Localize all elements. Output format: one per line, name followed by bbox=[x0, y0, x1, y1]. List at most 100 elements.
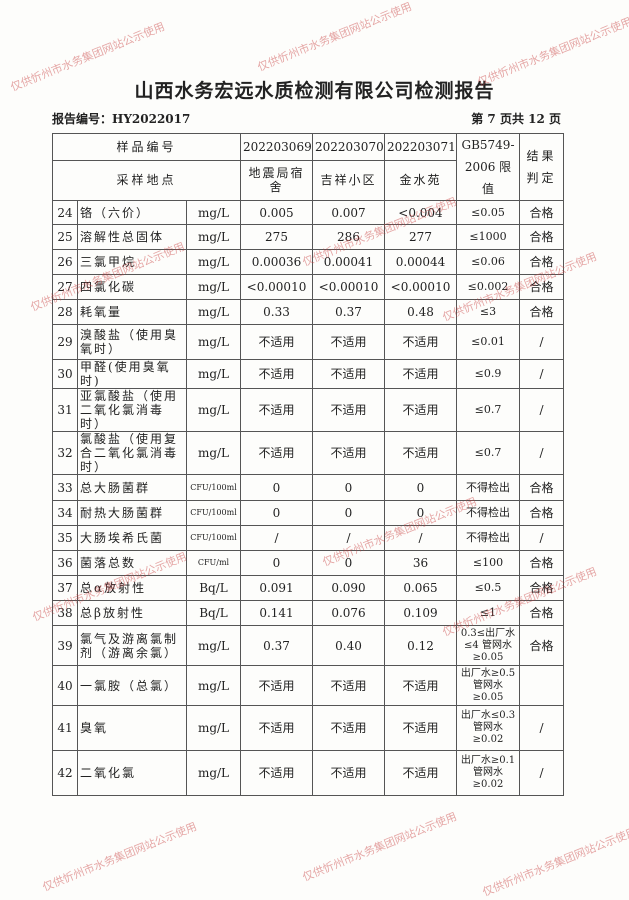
value-sample-3: 36 bbox=[384, 550, 457, 576]
value-sample-2: 0.37 bbox=[312, 299, 385, 325]
result-judgement: 合格 bbox=[519, 600, 564, 626]
table-row: 41 臭氧 mg/L 不适用 不适用 不适用 出厂水≤0.3 管网水≥0.02/ bbox=[52, 705, 564, 751]
item-name: 耗氧量 bbox=[77, 299, 187, 325]
unit: mg/L bbox=[186, 359, 241, 389]
item-name: 二氧化氯 bbox=[77, 750, 187, 796]
item-name: 氯气及游离氯制剂（游离余氯） bbox=[77, 625, 187, 666]
result-judgement: 合格 bbox=[519, 500, 564, 526]
result-judgement: / bbox=[519, 705, 564, 751]
value-sample-3: 不适用 bbox=[384, 431, 457, 475]
table-row: 31 亚氯酸盐（使用二氧化氯消毒时） mg/L 不适用 不适用 不适用 ≤0.7/ bbox=[52, 388, 564, 432]
limit-value: 出厂水≥0.1 管网水≥0.02 bbox=[456, 750, 520, 796]
value-sample-1: 0.091 bbox=[240, 575, 313, 601]
item-name: 总大肠菌群 bbox=[77, 474, 187, 501]
table-row: 26 三氯甲烷 mg/L 0.00036 0.00041 0.00044 ≤0.06 合格 bbox=[52, 249, 564, 275]
table-row: 28 耗氧量 mg/L 0.33 0.37 0.48 ≤3 合格 bbox=[52, 299, 564, 325]
value-sample-3: 0 bbox=[384, 500, 457, 526]
row-number: 35 bbox=[52, 525, 78, 551]
unit: mg/L bbox=[186, 324, 241, 360]
unit: mg/L bbox=[186, 665, 241, 706]
result-judgement: 合格 bbox=[519, 625, 564, 666]
value-sample-3: 0.109 bbox=[384, 600, 457, 626]
value-sample-3: 0.12 bbox=[384, 625, 457, 666]
value-sample-1: 0.141 bbox=[240, 600, 313, 626]
row-number: 41 bbox=[52, 705, 78, 751]
item-name: 菌落总数 bbox=[77, 550, 187, 576]
item-name: 铬（六价） bbox=[77, 200, 187, 225]
unit: Bq/L bbox=[186, 575, 241, 601]
value-sample-1: 0.005 bbox=[240, 200, 313, 225]
table-row: 32 氯酸盐（使用复合二氧化氯消毒时） mg/L 不适用 不适用 不适用 ≤0.7/ bbox=[52, 431, 564, 475]
value-sample-1: 0 bbox=[240, 550, 313, 576]
watermark-text: 仅供忻州市水务集团网站公示使用 bbox=[255, 0, 414, 74]
result-header: 结果判定 bbox=[519, 133, 564, 201]
limit-value: ≤0.06 bbox=[456, 249, 520, 275]
sample-no-3: 202203071 bbox=[384, 133, 457, 161]
value-sample-2: 0 bbox=[312, 474, 385, 501]
item-name: 总β放射性 bbox=[77, 600, 187, 626]
table-row: 29 溴酸盐（使用臭氧时） mg/L 不适用 不适用 不适用 ≤0.01/ bbox=[52, 324, 564, 360]
row-number: 30 bbox=[52, 359, 78, 389]
value-sample-1: 不适用 bbox=[240, 705, 313, 751]
item-name: 耐热大肠菌群 bbox=[77, 500, 187, 526]
item-name: 臭氧 bbox=[77, 705, 187, 751]
results-table: 样品编号 202203069 202203070 202203071 GB574… bbox=[52, 133, 564, 796]
item-name: 一氯胺（总氯） bbox=[77, 665, 187, 706]
value-sample-2: 不适用 bbox=[312, 431, 385, 475]
limit-value: ≤0.9 bbox=[456, 359, 520, 389]
unit: CFU/100ml bbox=[186, 474, 241, 501]
unit: mg/L bbox=[186, 625, 241, 666]
value-sample-2: 不适用 bbox=[312, 705, 385, 751]
limit-value: ≤3 bbox=[456, 299, 520, 325]
row-number: 33 bbox=[52, 474, 78, 501]
value-sample-2: 0.090 bbox=[312, 575, 385, 601]
row-number: 31 bbox=[52, 388, 78, 432]
limit-value: ≤0.5 bbox=[456, 575, 520, 601]
row-number: 29 bbox=[52, 324, 78, 360]
unit: Bq/L bbox=[186, 600, 241, 626]
value-sample-3: 0.00044 bbox=[384, 249, 457, 275]
limit-value: ≤0.05 bbox=[456, 200, 520, 225]
result-judgement: / bbox=[519, 525, 564, 551]
location-3: 金水苑 bbox=[384, 159, 457, 202]
table-row: 30 甲醛(使用臭氧时) mg/L 不适用 不适用 不适用 ≤0.9/ bbox=[52, 359, 564, 389]
value-sample-2: 不适用 bbox=[312, 324, 385, 360]
value-sample-2: 不适用 bbox=[312, 359, 385, 389]
row-number: 26 bbox=[52, 249, 78, 275]
table-row: 40 一氯胺（总氯） mg/L 不适用 不适用 不适用 出厂水≥0.5 管网水≥0.05 bbox=[52, 665, 564, 706]
sample-no-1: 202203069 bbox=[240, 133, 313, 161]
table-row: 34 耐热大肠菌群 CFU/100ml 0 0 0 不得检出 合格 bbox=[52, 500, 564, 526]
value-sample-3: 不适用 bbox=[384, 324, 457, 360]
table-row: 24 铬（六价） mg/L 0.005 0.007 <0.004 ≤0.05 合格 bbox=[52, 200, 564, 225]
limit-header: GB5749-2006 限值 bbox=[456, 133, 520, 201]
unit: mg/L bbox=[186, 274, 241, 300]
value-sample-3: 不适用 bbox=[384, 388, 457, 432]
value-sample-3: 0.48 bbox=[384, 299, 457, 325]
value-sample-2: 不适用 bbox=[312, 750, 385, 796]
page-info: 第 7 页共 12 页 bbox=[471, 112, 561, 126]
table-row: 42 二氧化氯 mg/L 不适用 不适用 不适用 出厂水≥0.1 管网水≥0.02/ bbox=[52, 750, 564, 796]
limit-value: ≤0.7 bbox=[456, 388, 520, 432]
value-sample-2: 0.007 bbox=[312, 200, 385, 225]
row-number: 38 bbox=[52, 600, 78, 626]
result-judgement: / bbox=[519, 359, 564, 389]
limit-value: 出厂水≥0.5 管网水≥0.05 bbox=[456, 665, 520, 706]
watermark-text: 仅供忻州市水务集团网站公示使用 bbox=[300, 810, 459, 884]
value-sample-1: 0 bbox=[240, 474, 313, 501]
row-number: 34 bbox=[52, 500, 78, 526]
unit: mg/L bbox=[186, 750, 241, 796]
row-number: 25 bbox=[52, 224, 78, 250]
result-judgement bbox=[519, 665, 564, 706]
value-sample-2: 0.00041 bbox=[312, 249, 385, 275]
limit-value: ≤1000 bbox=[456, 224, 520, 250]
value-sample-2: 0.076 bbox=[312, 600, 385, 626]
result-judgement: 合格 bbox=[519, 299, 564, 325]
item-name: 大肠埃希氏菌 bbox=[77, 525, 187, 551]
limit-value: 出厂水≤0.3 管网水≥0.02 bbox=[456, 705, 520, 751]
value-sample-1: 不适用 bbox=[240, 750, 313, 796]
value-sample-3: <0.00010 bbox=[384, 274, 457, 300]
item-name: 亚氯酸盐（使用二氧化氯消毒时） bbox=[77, 388, 187, 432]
item-name: 溴酸盐（使用臭氧时） bbox=[77, 324, 187, 360]
result-judgement: / bbox=[519, 388, 564, 432]
value-sample-3: <0.004 bbox=[384, 200, 457, 225]
